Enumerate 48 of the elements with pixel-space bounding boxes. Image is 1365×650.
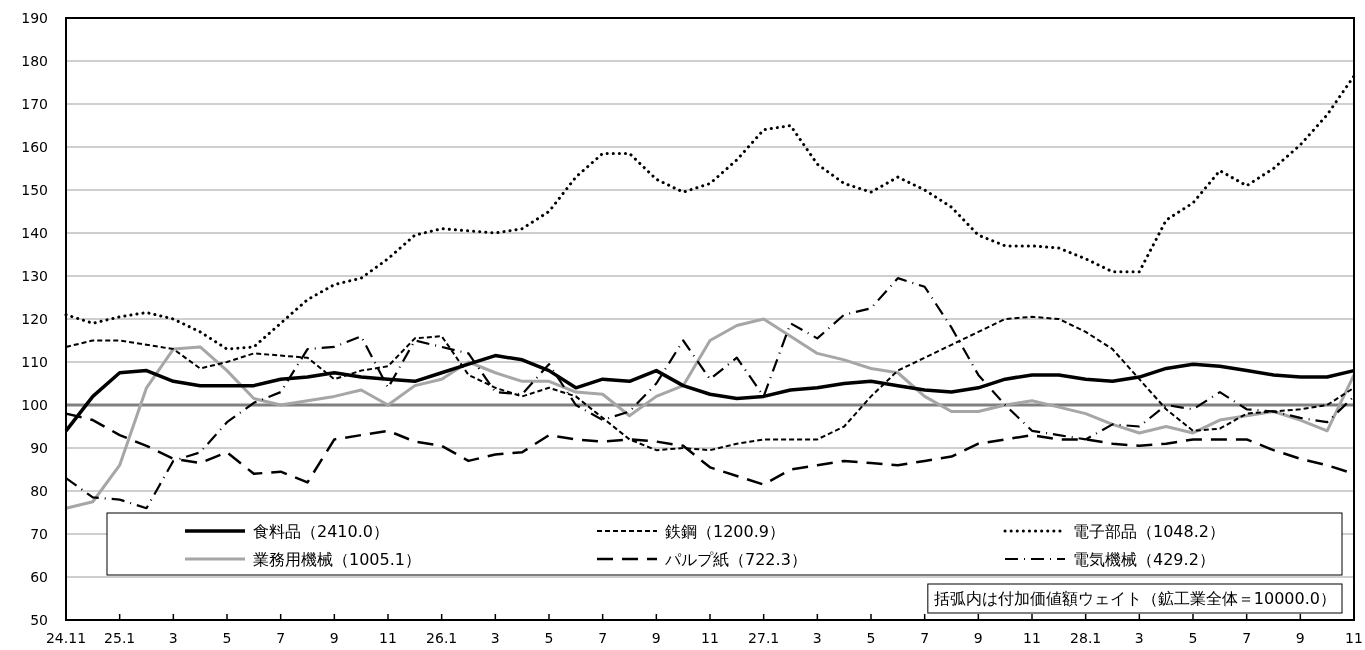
legend-label: 食料品（2410.0） bbox=[253, 522, 389, 541]
x-tick-label: 5 bbox=[544, 630, 554, 646]
x-tick-label: 5 bbox=[866, 630, 876, 646]
x-tick-label: 26.1 bbox=[426, 630, 458, 646]
x-tick-label: 9 bbox=[973, 630, 983, 646]
x-tick-label: 3 bbox=[1134, 630, 1144, 646]
y-tick-label: 120 bbox=[21, 311, 48, 327]
legend-label: 電気機械（429.2） bbox=[1073, 550, 1215, 569]
legend-label: 業務用機械（1005.1） bbox=[253, 550, 421, 569]
y-tick-label: 160 bbox=[21, 139, 48, 155]
x-tick-label: 27.1 bbox=[748, 630, 780, 646]
x-tick-label: 5 bbox=[222, 630, 232, 646]
x-tick-label: 3 bbox=[490, 630, 500, 646]
x-tick-label: 3 bbox=[812, 630, 822, 646]
x-tick-label: 28.1 bbox=[1070, 630, 1102, 646]
legend-label: 電子部品（1048.2） bbox=[1073, 522, 1225, 541]
line-series bbox=[64, 317, 1356, 510]
x-tick-label: 7 bbox=[276, 630, 286, 646]
annotation: 括弧内は付加価値額ウェイト（鉱工業全体＝10000.0） bbox=[933, 589, 1336, 608]
y-tick-label: 150 bbox=[21, 182, 48, 198]
legend-label: 鉄鋼（1200.9） bbox=[665, 522, 785, 541]
x-tick-label: 9 bbox=[1295, 630, 1305, 646]
y-tick-label: 80 bbox=[30, 483, 48, 499]
y-tick-label: 170 bbox=[21, 96, 48, 112]
y-tick-label: 90 bbox=[30, 440, 48, 456]
x-tick-label: 3 bbox=[168, 630, 178, 646]
x-tick-label: 25.1 bbox=[104, 630, 136, 646]
y-tick-label: 110 bbox=[21, 354, 48, 370]
y-tick-label: 140 bbox=[21, 225, 48, 241]
x-tick-label: 7 bbox=[1242, 630, 1252, 646]
y-tick-label: 70 bbox=[30, 526, 48, 542]
x-tick-label: 9 bbox=[329, 630, 339, 646]
y-tick-label: 60 bbox=[30, 569, 48, 585]
x-tick-label: 11 bbox=[1023, 630, 1041, 646]
legend-label: パルプ紙（722.3） bbox=[664, 550, 807, 569]
x-tick-label: 11 bbox=[379, 630, 397, 646]
y-tick-label: 180 bbox=[21, 53, 48, 69]
x-tick-label: 11 bbox=[701, 630, 719, 646]
x-tick-label: 24.11 bbox=[45, 630, 87, 646]
x-tick-label: 5 bbox=[1188, 630, 1198, 646]
y-tick-label: 190 bbox=[21, 10, 48, 26]
y-tick-label: 50 bbox=[30, 612, 48, 628]
x-tick-label: 9 bbox=[651, 630, 661, 646]
y-tick-label: 130 bbox=[21, 268, 48, 284]
y-tick-label: 100 bbox=[21, 397, 48, 413]
x-tick-label: 7 bbox=[598, 630, 608, 646]
x-tick-label: 7 bbox=[920, 630, 930, 646]
x-tick-label: 11 bbox=[1345, 630, 1363, 646]
